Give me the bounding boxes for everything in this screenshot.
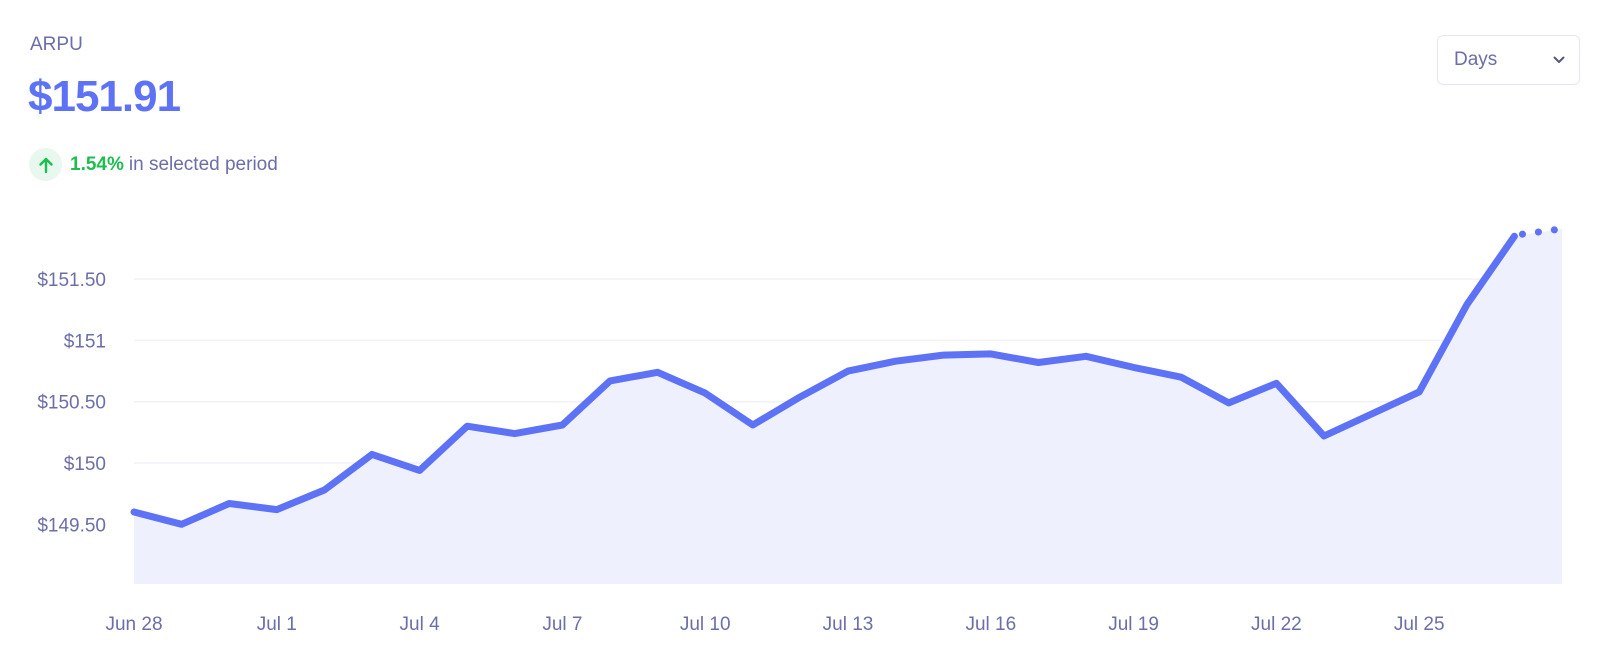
y-tick-label: $150	[64, 454, 106, 475]
x-tick-label: Jul 4	[400, 614, 441, 635]
period-select[interactable]: Days	[1437, 35, 1580, 85]
y-tick-label: $151.50	[37, 270, 106, 291]
change-percent: 1.54%	[70, 153, 124, 175]
change-text: in selected period	[128, 153, 278, 175]
metric-label: ARPU	[30, 34, 83, 55]
area-fill	[134, 228, 1562, 585]
x-tick-label: Jul 13	[823, 614, 874, 635]
x-tick-label: Jul 10	[680, 614, 731, 635]
data-line-incomplete	[1518, 225, 1566, 238]
y-axis: $149.50 $150 $150.50 $151 $151.50	[37, 270, 106, 536]
arrow-up-icon	[29, 148, 62, 181]
x-tick-label: Jul 16	[965, 614, 1016, 635]
x-tick-label: Jul 22	[1251, 614, 1302, 635]
x-tick-label: Jul 19	[1108, 614, 1159, 635]
y-tick-label: $150.50	[37, 393, 106, 414]
chevron-down-icon	[1553, 56, 1565, 63]
x-tick-label: Jul 1	[257, 614, 297, 635]
x-tick-label: Jul 25	[1394, 614, 1445, 635]
x-axis: Jun 28 Jul 1 Jul 4 Jul 7 Jul 10 Jul 13 Jul 16 J…	[105, 614, 1444, 635]
data-line	[130, 232, 1518, 528]
change-summary: 1.54% in selected period	[29, 148, 278, 181]
y-tick-label: $149.50	[37, 515, 106, 536]
period-select-value: Days	[1454, 49, 1498, 70]
x-tick-label: Jun 28	[105, 614, 162, 635]
x-tick-label: Jul 7	[542, 614, 582, 635]
metric-value: $151.91	[28, 72, 181, 121]
y-tick-label: $151	[64, 331, 106, 352]
